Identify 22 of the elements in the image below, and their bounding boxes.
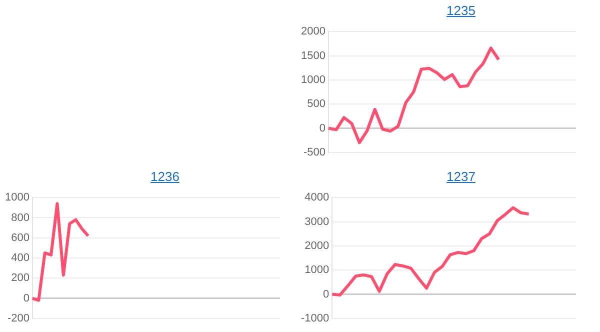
chart-title: 1236 [150,169,180,184]
y-tick-label: -500 [303,146,326,158]
chart-title: 1237 [446,169,476,184]
y-tick-label: 0 [23,292,30,304]
y-tick-label: 600 [11,232,30,244]
chart-title: 1235 [446,3,476,18]
y-tick-label: 0 [319,122,326,134]
y-tick-label: 1000 [304,264,330,276]
y-tick-label: 1500 [300,50,326,62]
y-tick-label: -1000 [300,312,330,324]
y-tick-label: 400 [11,252,30,264]
y-tick-label: 2000 [304,240,330,252]
y-tick-label: 200 [11,272,30,284]
y-tick-label: 4000 [304,192,330,204]
y-tick-label: 0 [323,288,330,300]
y-tick-label: 3000 [304,216,330,228]
y-tick-label: 500 [307,98,326,110]
y-tick-label: 1000 [4,192,30,204]
y-tick-label: 2000 [300,26,326,38]
y-tick-label: 800 [11,212,30,224]
y-tick-label: 1000 [300,74,326,86]
y-tick-label: -200 [7,312,30,324]
